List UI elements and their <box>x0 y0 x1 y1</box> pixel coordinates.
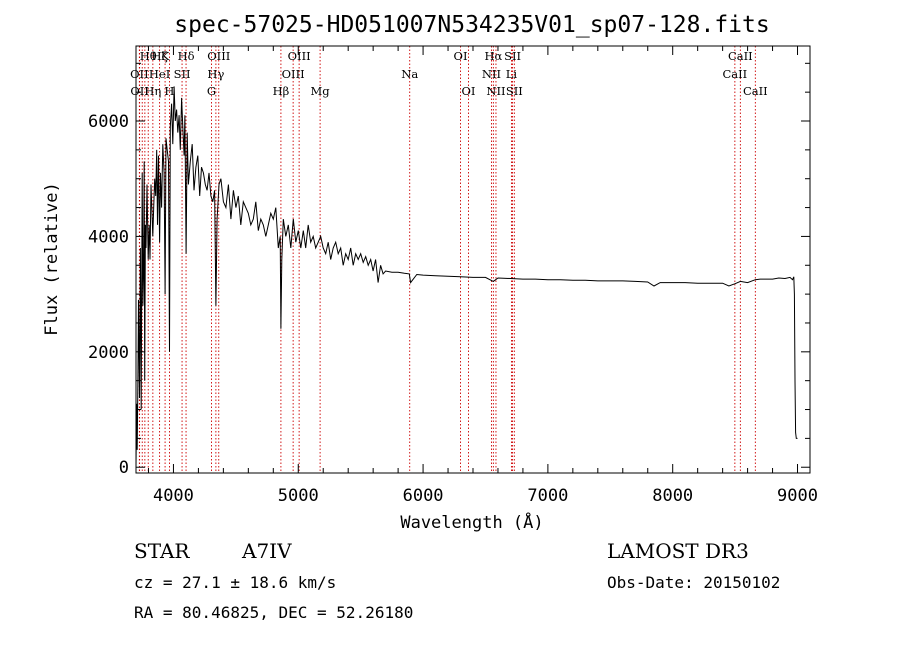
line-label: NII <box>486 84 505 98</box>
line-label: HeI <box>149 67 170 81</box>
line-label: Hη <box>144 84 161 98</box>
y-tick-label: 2000 <box>88 343 129 363</box>
x-tick-label: 8000 <box>652 486 693 506</box>
line-label: Hβ <box>273 84 290 98</box>
object-class: STAR <box>134 539 190 563</box>
x-axis-label: Wavelength (Å) <box>400 511 543 533</box>
y-tick-label: 6000 <box>88 112 129 132</box>
x-tick-label: 9000 <box>777 486 818 506</box>
object-subclass: A7IV <box>241 539 292 563</box>
line-label: CaII <box>743 84 768 98</box>
line-label: OI <box>454 49 468 63</box>
line-label: H <box>164 84 174 98</box>
line-label: Hγ <box>207 67 224 81</box>
line-label: OIII <box>282 67 305 81</box>
line-label: NII <box>482 67 501 81</box>
x-tick-label: 4000 <box>153 486 194 506</box>
plot-frame <box>135 45 811 474</box>
line-label: Hα <box>484 49 502 63</box>
line-label: Hζ <box>151 49 167 63</box>
spectral-line-markers <box>138 46 756 473</box>
x-tick-label: 6000 <box>403 486 444 506</box>
x-tick-label: 7000 <box>527 486 568 506</box>
line-label: Na <box>401 67 418 81</box>
survey-name: LAMOST DR3 <box>607 539 749 563</box>
line-label: G <box>207 84 216 98</box>
axis-ticks <box>136 46 810 473</box>
y-axis-label: Flux (relative) <box>42 182 62 336</box>
x-tick-label: 5000 <box>278 486 319 506</box>
line-label: Hδ <box>178 49 195 63</box>
line-label: OII <box>130 84 149 98</box>
line-label: Mg <box>311 84 331 98</box>
line-label: SII <box>504 49 521 63</box>
chart-title: spec-57025-HD051007N534235V01_sp07-128.f… <box>174 12 769 38</box>
y-tick-label: 0 <box>119 458 129 478</box>
line-label: OIII <box>207 49 230 63</box>
redshift-text: cz = 27.1 ± 18.6 km/s <box>134 573 336 592</box>
line-label: OI <box>462 84 476 98</box>
spectrum-line <box>135 86 798 468</box>
line-label: CaII <box>728 49 753 63</box>
line-label: K <box>161 49 170 63</box>
coords-text: RA = 80.46825, DEC = 52.26180 <box>134 603 413 622</box>
line-label: OIII <box>288 49 311 63</box>
axis-tick-labels: 4000 5000 6000 7000 8000 9000 0 2000 4000 6000 <box>88 112 818 506</box>
line-label: Li <box>506 67 518 81</box>
y-tick-label: 4000 <box>88 227 129 247</box>
line-label: SII <box>174 67 191 81</box>
line-label: SII <box>506 84 523 98</box>
obs-date-text: Obs-Date: 20150102 <box>607 573 780 592</box>
line-label: Hθ <box>140 49 157 63</box>
line-label: CaII <box>722 67 747 81</box>
line-label: OII <box>130 67 149 81</box>
